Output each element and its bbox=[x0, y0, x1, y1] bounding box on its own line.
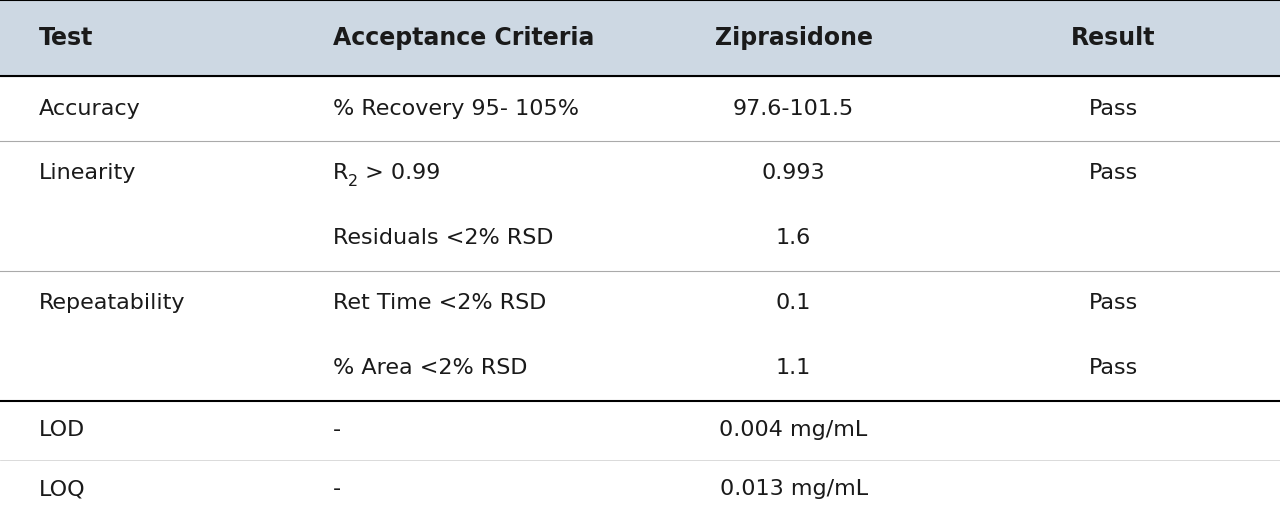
Text: Linearity: Linearity bbox=[38, 163, 136, 184]
Text: -: - bbox=[333, 420, 340, 440]
Text: 1.6: 1.6 bbox=[776, 228, 812, 249]
Text: Pass: Pass bbox=[1089, 358, 1138, 378]
Text: Acceptance Criteria: Acceptance Criteria bbox=[333, 26, 594, 50]
Text: 2: 2 bbox=[348, 174, 358, 189]
Text: R: R bbox=[333, 163, 348, 184]
Text: 0.1: 0.1 bbox=[776, 293, 812, 313]
Text: > 0.99: > 0.99 bbox=[358, 163, 440, 184]
Text: Residuals <2% RSD: Residuals <2% RSD bbox=[333, 228, 553, 249]
Text: LOD: LOD bbox=[38, 420, 84, 440]
Text: % Area <2% RSD: % Area <2% RSD bbox=[333, 358, 527, 378]
Text: Pass: Pass bbox=[1089, 163, 1138, 184]
Text: -: - bbox=[333, 480, 340, 499]
Bar bbox=[0, 0, 1280, 76]
Text: Ziprasidone: Ziprasidone bbox=[714, 26, 873, 50]
Text: Accuracy: Accuracy bbox=[38, 99, 140, 119]
Text: Repeatability: Repeatability bbox=[38, 293, 184, 313]
Text: 1.1: 1.1 bbox=[776, 358, 812, 378]
Text: 0.013 mg/mL: 0.013 mg/mL bbox=[719, 480, 868, 499]
Text: LOQ: LOQ bbox=[38, 480, 84, 499]
Text: 97.6-101.5: 97.6-101.5 bbox=[733, 99, 854, 119]
Text: Pass: Pass bbox=[1089, 99, 1138, 119]
Text: 0.004 mg/mL: 0.004 mg/mL bbox=[719, 420, 868, 440]
Text: 0.993: 0.993 bbox=[762, 163, 826, 184]
Text: % Recovery 95- 105%: % Recovery 95- 105% bbox=[333, 99, 579, 119]
Text: Test: Test bbox=[38, 26, 92, 50]
Text: Ret Time <2% RSD: Ret Time <2% RSD bbox=[333, 293, 547, 313]
Text: Result: Result bbox=[1071, 26, 1156, 50]
Text: Pass: Pass bbox=[1089, 293, 1138, 313]
